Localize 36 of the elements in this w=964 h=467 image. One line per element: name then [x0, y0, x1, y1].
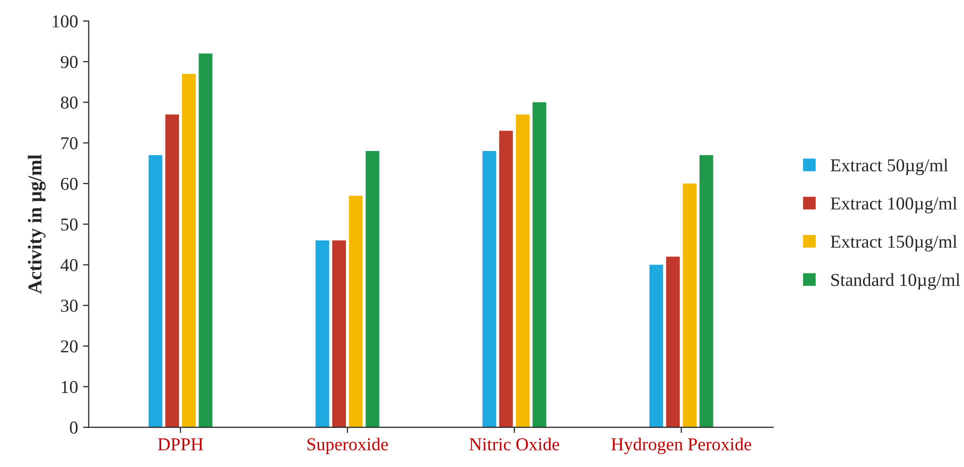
- bar: [148, 155, 162, 428]
- x-tick-label: Nitric Oxide: [470, 438, 560, 450]
- bar: [649, 264, 664, 428]
- y-tick-label: 70: [61, 137, 78, 150]
- bar: [332, 240, 346, 428]
- bar: [198, 54, 212, 428]
- bar: [482, 151, 496, 428]
- legend-label: Standard 10µg/ml: [831, 273, 960, 290]
- x-tick-label: DPPH: [158, 438, 204, 450]
- bar: [165, 114, 179, 428]
- bar: [516, 114, 530, 428]
- y-tick-label: 60: [60, 178, 78, 190]
- bar: [700, 155, 714, 428]
- legend-label: Extract 150µg/ml: [830, 235, 958, 252]
- y-tick-label: 90: [60, 56, 78, 68]
- x-tick-label: Hydrogen Peroxide: [611, 438, 752, 454]
- y-tick-label: 100: [52, 15, 78, 28]
- bar: [499, 130, 513, 428]
- y-tick-label: 40: [60, 259, 78, 272]
- y-tick-label: 80: [60, 96, 78, 109]
- bar: [366, 151, 380, 428]
- bar: [316, 240, 330, 428]
- bar: [682, 184, 697, 428]
- y-tick-label: 0: [70, 422, 78, 434]
- y-tick-label: 30: [61, 300, 78, 312]
- bar: [348, 196, 363, 428]
- legend-label: Extract 50µg/ml: [830, 158, 948, 176]
- x-tick-label: Superoxide: [308, 438, 388, 454]
- legend-label: Extract 100µg/ml: [830, 196, 958, 214]
- bar: [532, 102, 546, 428]
- y-tick-label: 10: [62, 380, 78, 394]
- bar: [182, 74, 196, 428]
- bar: [666, 256, 680, 428]
- y-axis-title: Activity in µg/ml: [28, 154, 46, 294]
- y-tick-label: 20: [61, 340, 78, 352]
- y-tick-label: 50: [61, 218, 78, 231]
